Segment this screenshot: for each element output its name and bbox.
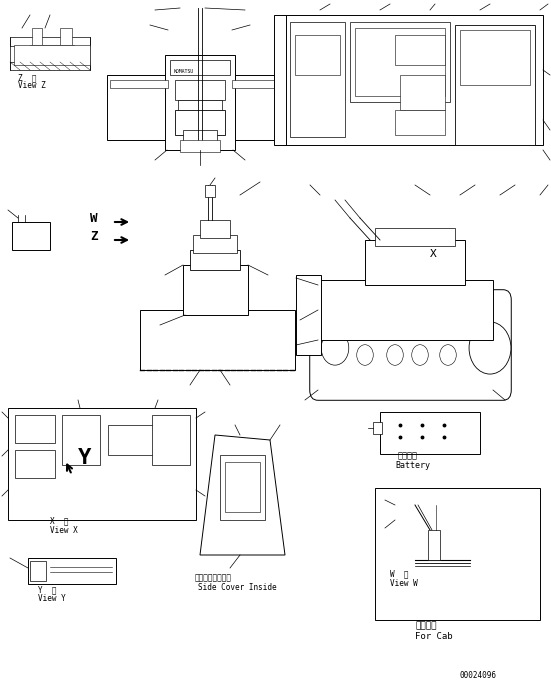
Bar: [28, 558, 116, 584]
Bar: [183, 265, 248, 315]
Polygon shape: [200, 435, 285, 555]
Bar: [22, 45, 82, 65]
Bar: [380, 412, 480, 454]
Bar: [10, 37, 90, 46]
Bar: [205, 185, 215, 197]
Bar: [395, 110, 445, 135]
Bar: [170, 60, 230, 75]
Bar: [455, 25, 535, 145]
Bar: [175, 80, 225, 100]
Text: View W: View W: [390, 579, 418, 588]
Bar: [178, 100, 222, 118]
Bar: [395, 35, 445, 65]
Circle shape: [356, 344, 373, 365]
Bar: [107, 75, 167, 140]
Text: Y  視: Y 視: [38, 585, 57, 594]
Circle shape: [412, 344, 428, 365]
Text: 00024096: 00024096: [460, 671, 497, 680]
Text: X: X: [430, 249, 437, 259]
Bar: [62, 415, 100, 465]
Bar: [460, 30, 530, 85]
Bar: [290, 22, 345, 137]
Bar: [108, 425, 163, 455]
Circle shape: [440, 344, 456, 365]
Bar: [180, 140, 220, 152]
Text: キャブ用: キャブ用: [415, 621, 436, 630]
Bar: [10, 62, 90, 70]
Bar: [30, 561, 46, 581]
Bar: [365, 240, 465, 285]
Text: Side Cover Inside: Side Cover Inside: [198, 583, 277, 592]
Bar: [165, 55, 235, 150]
Bar: [220, 455, 265, 520]
Bar: [283, 15, 543, 145]
Bar: [183, 130, 217, 145]
Text: バッテリ: バッテリ: [398, 451, 418, 460]
Bar: [295, 35, 340, 75]
Bar: [318, 280, 493, 340]
Circle shape: [387, 344, 403, 365]
Text: View X: View X: [50, 526, 78, 535]
Polygon shape: [140, 310, 295, 370]
Bar: [375, 228, 455, 246]
Bar: [175, 110, 225, 135]
Bar: [190, 250, 240, 270]
Text: Z  視: Z 視: [18, 73, 36, 82]
Bar: [193, 235, 237, 253]
Text: Z: Z: [90, 230, 98, 243]
Bar: [8, 408, 196, 520]
Text: View Y: View Y: [38, 594, 66, 603]
Bar: [110, 80, 168, 88]
Bar: [60, 28, 72, 46]
Text: KOMATSU: KOMATSU: [174, 69, 194, 74]
Text: X  視: X 視: [50, 516, 68, 525]
Bar: [15, 450, 55, 478]
Bar: [373, 422, 382, 434]
Bar: [232, 80, 290, 88]
Bar: [14, 45, 90, 65]
Bar: [152, 415, 190, 465]
Circle shape: [469, 322, 511, 374]
Bar: [235, 75, 295, 140]
Bar: [465, 20, 505, 50]
FancyBboxPatch shape: [310, 289, 511, 401]
Bar: [296, 275, 321, 355]
Circle shape: [321, 331, 349, 365]
Text: サイドカバー内面: サイドカバー内面: [195, 573, 232, 582]
Bar: [350, 22, 450, 102]
Text: Battery: Battery: [395, 461, 430, 470]
Text: Y: Y: [78, 448, 91, 468]
Bar: [400, 75, 445, 110]
Bar: [274, 15, 286, 145]
Bar: [200, 220, 230, 238]
Bar: [15, 415, 55, 443]
Text: W: W: [90, 212, 98, 225]
Bar: [32, 28, 42, 46]
Bar: [30, 45, 74, 63]
Bar: [355, 28, 445, 96]
Text: View Z: View Z: [18, 81, 46, 90]
Bar: [428, 530, 440, 560]
Bar: [225, 462, 260, 512]
Text: For Cab: For Cab: [415, 632, 452, 641]
Bar: [12, 222, 50, 250]
Text: W  視: W 視: [390, 569, 408, 578]
Bar: [375, 488, 540, 620]
